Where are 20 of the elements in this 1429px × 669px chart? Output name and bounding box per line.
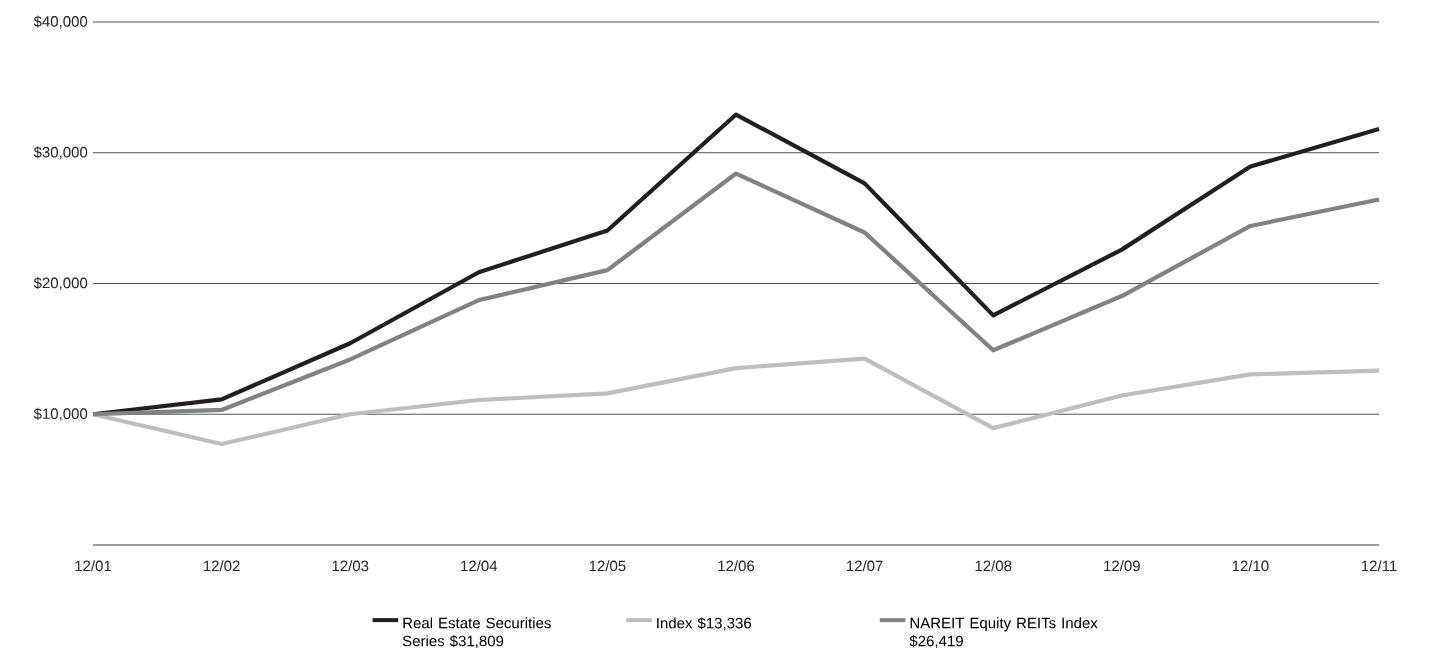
legend-label: Real Estate Securities Series $31,809 (402, 617, 551, 649)
line-series (90, 356, 1382, 447)
x-tick-label: 12/03 (332, 560, 369, 572)
x-tick-label: 12/02 (203, 560, 240, 572)
x-tick-label: 12/11 (1361, 560, 1397, 572)
line-series (90, 171, 1382, 417)
x-tick-label: 12/07 (846, 560, 883, 572)
x-tick-label: 12/04 (461, 560, 498, 572)
x-tick-label: 12/10 (1232, 560, 1269, 572)
x-tick-label: 12/05 (589, 560, 626, 572)
y-tick-label: $20,000 (33, 276, 88, 290)
legend-label: NAREIT Equity REITs Index $26,419 (909, 617, 1098, 649)
y-tick-label: $30,000 (33, 146, 88, 160)
x-tick-label: 12/01 (75, 560, 112, 572)
legend-label: Index $13,336 (657, 617, 752, 631)
y-tick-label: $40,000 (33, 15, 88, 29)
y-tick-label: $10,000 (33, 407, 88, 421)
x-tick-label: 12/08 (975, 560, 1012, 572)
x-tick-label: 12/09 (1104, 560, 1140, 572)
x-tick-label: 12/06 (718, 560, 755, 572)
